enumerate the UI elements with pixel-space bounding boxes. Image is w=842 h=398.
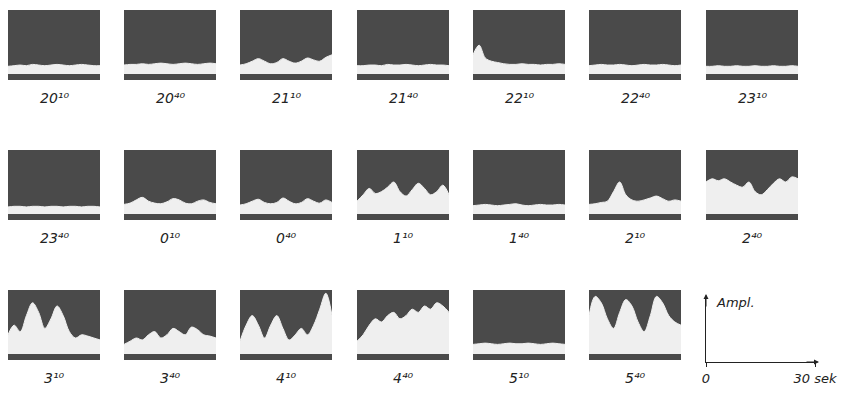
svg-text:1¹⁰: 1¹⁰ <box>393 230 414 246</box>
svg-text:2⁴⁰: 2⁴⁰ <box>742 230 763 246</box>
svg-text:4¹⁰: 4¹⁰ <box>276 370 297 386</box>
svg-text:4⁴⁰: 4⁴⁰ <box>393 370 414 386</box>
svg-text:3¹⁰: 3¹⁰ <box>44 370 65 386</box>
svg-text:21⁴⁰: 21⁴⁰ <box>389 90 418 106</box>
svg-text:20¹⁰: 20¹⁰ <box>40 90 69 106</box>
svg-text:2¹⁰: 2¹⁰ <box>625 230 646 246</box>
svg-text:3⁴⁰: 3⁴⁰ <box>160 370 181 386</box>
svg-text:22⁴⁰: 22⁴⁰ <box>621 90 650 106</box>
svg-text:5⁴⁰: 5⁴⁰ <box>625 370 646 386</box>
svg-text:0¹⁰: 0¹⁰ <box>160 230 181 246</box>
svg-text:0⁴⁰: 0⁴⁰ <box>276 230 297 246</box>
svg-text:20⁴⁰: 20⁴⁰ <box>156 90 185 106</box>
svg-text:23⁴⁰: 23⁴⁰ <box>40 230 69 246</box>
svg-text:Ampl.: Ampl. <box>716 295 755 310</box>
svg-text:23¹⁰: 23¹⁰ <box>738 90 767 106</box>
svg-text:1⁴⁰: 1⁴⁰ <box>509 230 530 246</box>
svg-text:30 sek: 30 sek <box>794 371 837 386</box>
svg-text:5¹⁰: 5¹⁰ <box>509 370 530 386</box>
svg-text:0: 0 <box>702 371 710 386</box>
svg-text:22¹⁰: 22¹⁰ <box>505 90 534 106</box>
svg-text:21¹⁰: 21¹⁰ <box>272 90 301 106</box>
